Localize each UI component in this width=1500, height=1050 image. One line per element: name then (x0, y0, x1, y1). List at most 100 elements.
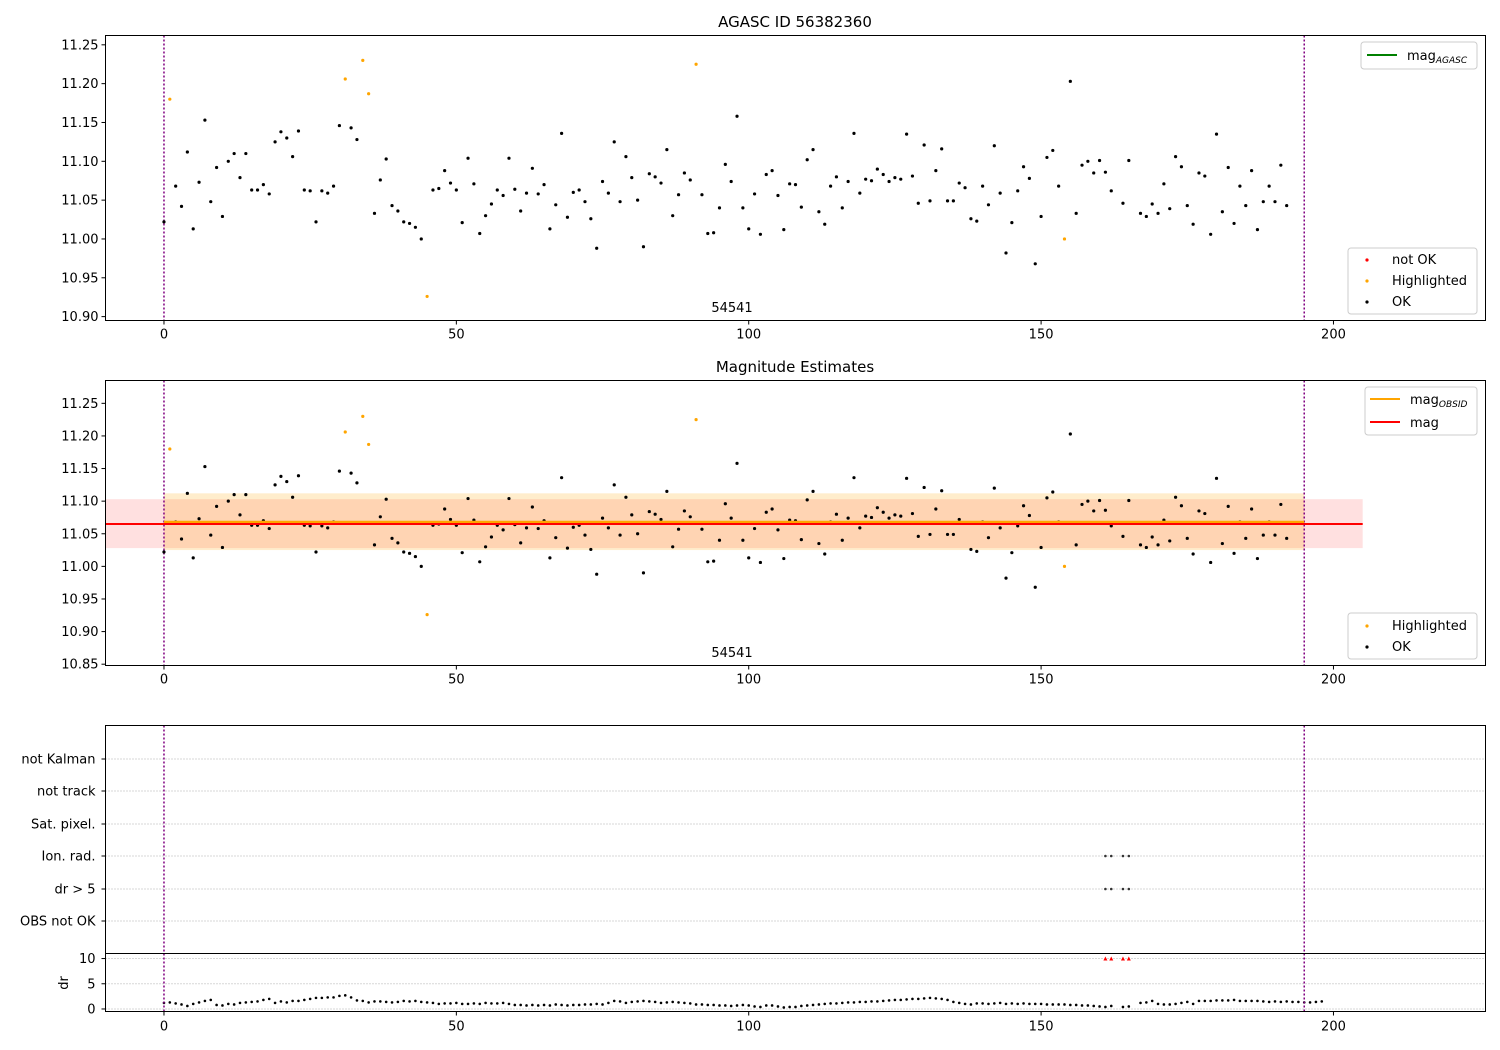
p2-point (899, 514, 903, 518)
p1-point (209, 200, 213, 204)
p2-point (676, 527, 681, 531)
p2-point (992, 486, 996, 490)
p2-point (630, 513, 634, 517)
p1-point (244, 151, 248, 156)
p1-ytick-label: 11.20 (61, 77, 98, 92)
dr-point (998, 1001, 1002, 1005)
flag-point (1127, 887, 1131, 891)
dr-point (221, 1004, 224, 1007)
dr-point (414, 999, 417, 1003)
p1-point (331, 184, 336, 188)
dr-point (881, 999, 885, 1003)
p2-point (226, 499, 230, 503)
p1-point (1039, 214, 1043, 219)
dr-point (566, 1004, 569, 1007)
dr-point (1080, 1004, 1084, 1007)
dr-point (946, 998, 949, 1002)
p2-xtick-label: 200 (1321, 673, 1346, 688)
p1-ytick-label: 11.10 (61, 155, 98, 170)
p2-point (519, 541, 523, 545)
flag-point (1109, 854, 1113, 858)
dr-point (577, 1003, 581, 1007)
p2-point (419, 564, 423, 568)
p2-point (361, 414, 365, 418)
dr-point (1185, 1000, 1189, 1004)
dr-point (852, 1001, 856, 1004)
p1-ytick-label: 11.05 (61, 194, 98, 209)
dr-point (519, 1003, 522, 1007)
p2-point (928, 532, 932, 537)
p1-point (1127, 158, 1131, 163)
dr-point (197, 1001, 201, 1004)
panel-agasc: AGASC ID 56382360 10.90 10.95 11.00 11.05 11… (61, 13, 1486, 343)
p1-point (1150, 202, 1154, 206)
dr-point (1127, 1005, 1131, 1008)
dr-point (1191, 1002, 1195, 1006)
p1-point (1144, 214, 1148, 219)
p1-point (554, 203, 558, 207)
p1-point (1051, 148, 1055, 153)
dr-point (764, 1004, 768, 1007)
p1-point (1010, 221, 1014, 225)
p1-point (431, 188, 435, 192)
p2-point (764, 510, 768, 514)
p2-point (1109, 524, 1113, 528)
p1-point (361, 58, 365, 62)
dr-point (899, 998, 903, 1002)
legend-not-ok: not OK (1392, 253, 1437, 268)
dr-over-limit-marker (1103, 956, 1108, 961)
p2-xtick-label: 100 (736, 673, 761, 688)
p1-point (910, 174, 915, 178)
dr-point (525, 1004, 528, 1007)
dr-point (840, 1001, 844, 1005)
p1-point (823, 222, 827, 226)
p2-point (986, 536, 991, 540)
dr-point (1232, 998, 1236, 1002)
dr-over-limit-marker (1120, 956, 1125, 961)
p2-point (741, 538, 745, 542)
dr-point (624, 1001, 628, 1005)
p1-point (425, 294, 429, 299)
dr-point (589, 1003, 593, 1006)
p1-point (864, 177, 868, 181)
dr-point (981, 1002, 984, 1005)
dr-point (770, 1004, 774, 1007)
dr-point (320, 996, 324, 1000)
p1-point (367, 92, 371, 96)
p1-point (636, 198, 640, 202)
flag-point (1104, 854, 1107, 858)
p2-point (583, 533, 587, 537)
dr-point (612, 999, 616, 1003)
dr-point (911, 997, 914, 1001)
p1-point (308, 189, 312, 193)
p2-point (641, 571, 646, 575)
legend-highlighted: Highlighted (1392, 274, 1467, 289)
p2-ytick-label: 10.95 (61, 592, 98, 607)
p1-point (600, 179, 605, 184)
p2-point (209, 533, 213, 537)
p2-point (723, 502, 727, 506)
p1-point (238, 176, 242, 180)
dr-point (636, 1000, 639, 1003)
dr-point (823, 1002, 827, 1006)
dr-point (1267, 1000, 1271, 1004)
p1-point (618, 200, 622, 204)
dr-point (379, 1000, 382, 1003)
dr-point (390, 1001, 394, 1004)
p1-point (215, 165, 219, 170)
p1-point (1173, 155, 1178, 159)
dr-point (829, 1002, 832, 1005)
p2-point (1121, 534, 1125, 538)
dr-point (1057, 1003, 1060, 1006)
dr-point (308, 997, 312, 1001)
p2-point (483, 545, 488, 549)
p1-point (220, 214, 225, 219)
p1-point (723, 162, 727, 167)
p2-point (1150, 535, 1154, 539)
p2-point (1244, 536, 1248, 540)
dr-point (1221, 999, 1224, 1002)
p1-point (524, 191, 529, 195)
p2-point (969, 547, 973, 552)
p1-point (267, 192, 271, 196)
p2-point (1039, 545, 1043, 550)
